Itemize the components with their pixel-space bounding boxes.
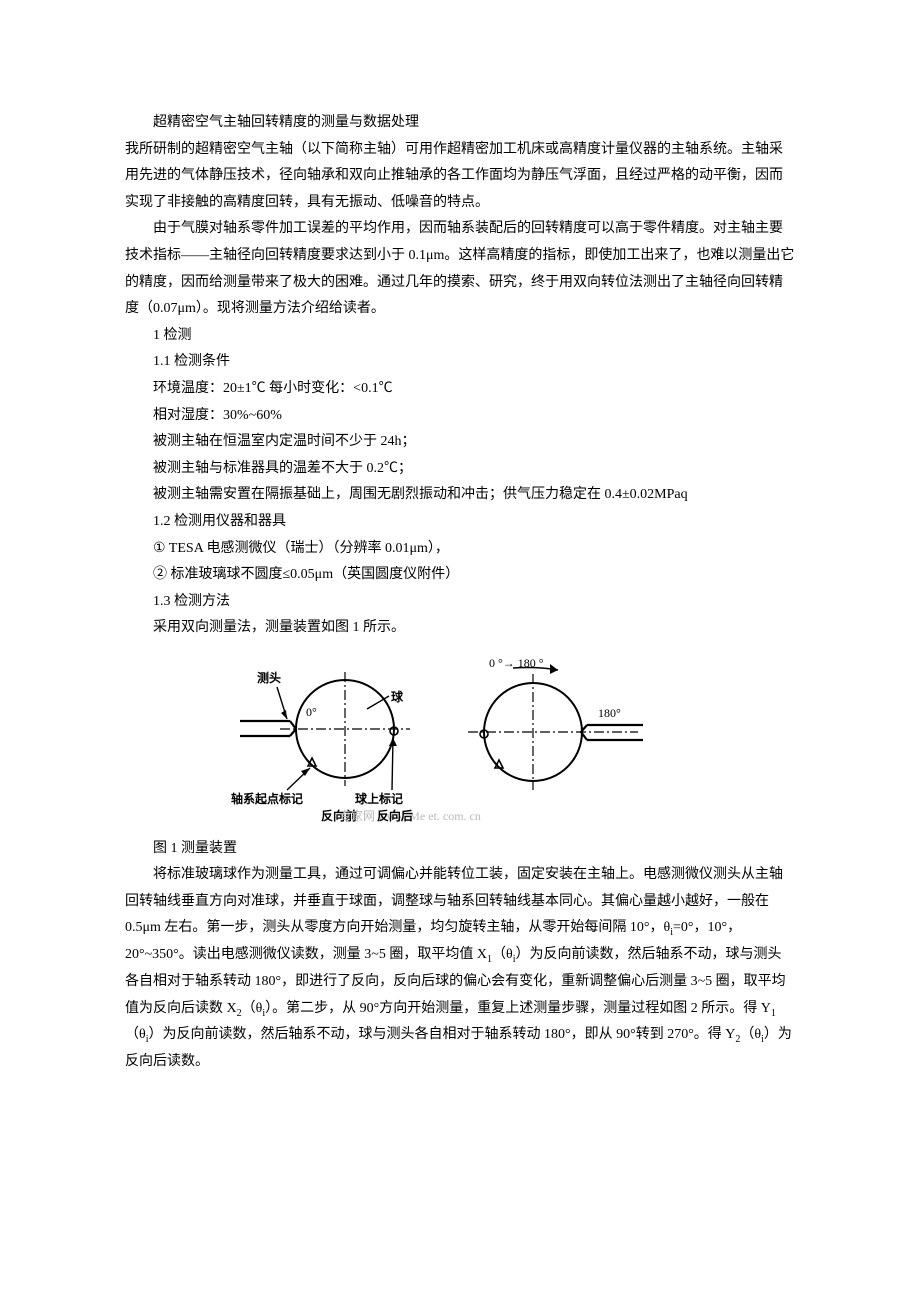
section-1: 1 检测 <box>125 323 795 350</box>
condition-1: 环境温度：20±1℃ 每小时变化：<0.1℃ <box>125 376 795 403</box>
probe-label: 测头 <box>257 667 281 690</box>
condition-5: 被测主轴需安置在隔振基础上，周围无剧烈振动和冲击；供气压力稳定在 0.4±0.0… <box>125 482 795 509</box>
watermark-row: 反向前专家网 www. Me et. com. cn反向后 <box>235 805 795 828</box>
section-1-3: 1.3 检测方法 <box>125 589 795 616</box>
condition-2: 相对湿度：30%~60% <box>125 403 795 430</box>
paragraph-1: 我所研制的超精密空气主轴（以下简称主轴）可用作超精密加工机床或高精度计量仪器的主… <box>125 137 795 217</box>
instrument-2: ② 标准玻璃球不圆度≤0.05μm（英国圆度仪附件） <box>125 562 795 589</box>
zero-label: 0° <box>306 705 317 719</box>
rot-label: 0 °→ 180 ° <box>489 652 544 675</box>
section-1-1: 1.1 检测条件 <box>125 349 795 376</box>
section-1-2: 1.2 检测用仪器和器具 <box>125 509 795 536</box>
ball-mark-label: 球上标记 <box>355 788 403 811</box>
paragraph-3: 将标准玻璃球作为测量工具，通过可调偏心并能转位工装，固定安装在主轴上。电感测微仪… <box>125 862 795 1076</box>
figure-1: 0° 测头 球 轴系起点标记 球上标记 <box>235 654 795 828</box>
one80-label: 180° <box>598 702 621 725</box>
axis-mark-label: 轴系起点标记 <box>231 788 303 811</box>
diagram-after-svg <box>453 654 653 804</box>
diagram-after: 0 °→ 180 ° 180° <box>453 654 653 804</box>
method-line: 采用双向测量法，测量装置如图 1 所示。 <box>125 615 795 642</box>
paragraph-2: 由于气膜对轴系零件加工误差的平均作用，因而轴系装配后的回转精度可以高于零件精度。… <box>125 216 795 322</box>
condition-3: 被测主轴在恒温室内定温时间不少于 24h； <box>125 429 795 456</box>
condition-4: 被测主轴与标准器具的温差不大于 0.2℃； <box>125 456 795 483</box>
instrument-1: ① TESA 电感测微仪（瑞士）（分辨率 0.01μm）， <box>125 536 795 563</box>
ball-label: 球 <box>391 686 403 709</box>
figure-caption: 图 1 测量装置 <box>125 836 795 863</box>
diagram-before: 0° 测头 球 轴系起点标记 球上标记 <box>235 654 435 804</box>
after-label: 反向后 <box>377 809 413 823</box>
page-title: 超精密空气主轴回转精度的测量与数据处理 <box>125 110 795 137</box>
